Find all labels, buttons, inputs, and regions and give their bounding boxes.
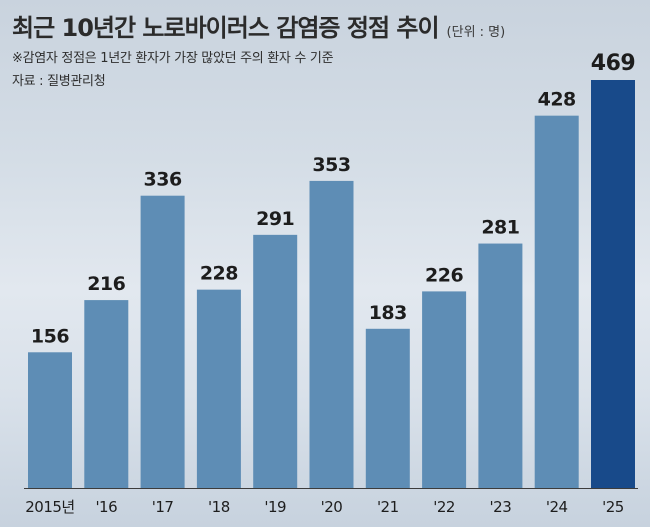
data-label-3: 228 xyxy=(200,263,238,285)
footnote: ※감염자 정점은 1년간 환자가 가장 많았던 주의 환자 수 기준 xyxy=(12,51,334,66)
bar-5 xyxy=(309,180,354,488)
bar-9 xyxy=(534,115,579,489)
x-tick-label-9: '24 xyxy=(546,498,568,516)
data-label-7: 226 xyxy=(425,264,463,286)
data-label-9: 428 xyxy=(538,89,576,111)
data-label-10: 469 xyxy=(591,51,635,76)
x-tick-label-4: '19 xyxy=(264,498,286,516)
chart-header: 최근 10년간 노로바이러스 감염증 정점 추이 (단위 : 명) ※감염자 정… xyxy=(12,8,640,89)
bar-8 xyxy=(478,243,523,488)
data-label-6: 183 xyxy=(369,302,407,324)
bar-0 xyxy=(28,352,72,488)
x-tick-label-7: '22 xyxy=(433,498,455,516)
data-label-8: 281 xyxy=(481,217,519,239)
x-tick-label-10: '25 xyxy=(602,498,624,516)
chart-title: 최근 10년간 노로바이러스 감염증 정점 추이 xyxy=(12,14,440,42)
bar-6 xyxy=(365,328,410,488)
data-label-5: 353 xyxy=(312,154,350,176)
x-tick-label-5: '20 xyxy=(321,498,343,516)
bar-3 xyxy=(196,289,241,488)
data-label-0: 156 xyxy=(31,325,69,347)
x-tick-label-2: '17 xyxy=(152,498,174,516)
bar-4 xyxy=(253,234,298,488)
x-tick-label-1: '16 xyxy=(95,498,117,516)
bar-7 xyxy=(422,291,467,488)
x-tick-label-8: '23 xyxy=(490,498,512,516)
unit-label: (단위 : 명) xyxy=(446,25,506,40)
data-label-4: 291 xyxy=(256,208,294,230)
bar-10 xyxy=(591,80,635,488)
data-label-2: 336 xyxy=(144,169,182,191)
bar-2 xyxy=(140,195,185,489)
source-label: 자료 : 질병관리청 xyxy=(12,74,106,89)
x-tick-label-0: 2015년 xyxy=(25,498,74,516)
x-tick-label-3: '18 xyxy=(208,498,230,516)
title-row: 최근 10년간 노로바이러스 감염증 정점 추이 (단위 : 명) xyxy=(12,8,640,43)
x-tick-label-6: '21 xyxy=(377,498,399,516)
data-label-1: 216 xyxy=(87,273,125,295)
bar-1 xyxy=(84,300,129,488)
